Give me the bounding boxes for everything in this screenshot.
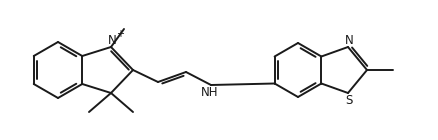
Text: N: N	[344, 33, 353, 46]
Text: +: +	[116, 29, 124, 39]
Text: S: S	[345, 94, 352, 107]
Text: NH: NH	[201, 86, 218, 99]
Text: N: N	[107, 33, 116, 46]
